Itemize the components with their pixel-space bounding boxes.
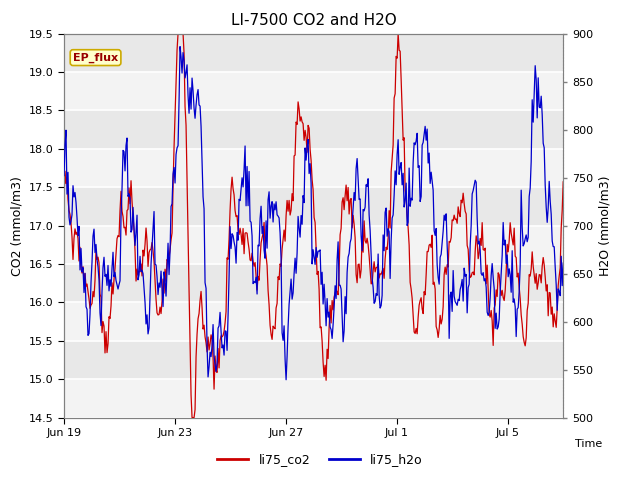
Bar: [64, 149, 563, 187]
Legend: li75_co2, li75_h2o: li75_co2, li75_h2o: [212, 448, 428, 471]
Y-axis label: CO2 (mmol/m3): CO2 (mmol/m3): [10, 176, 23, 276]
Text: EP_flux: EP_flux: [73, 52, 118, 63]
Y-axis label: H2O (mmol/m3): H2O (mmol/m3): [599, 175, 612, 276]
Bar: [64, 379, 563, 418]
Bar: [64, 226, 563, 264]
Bar: [64, 72, 563, 110]
Title: LI-7500 CO2 and H2O: LI-7500 CO2 and H2O: [231, 13, 396, 28]
Bar: [64, 302, 563, 341]
X-axis label: Time: Time: [575, 439, 602, 449]
